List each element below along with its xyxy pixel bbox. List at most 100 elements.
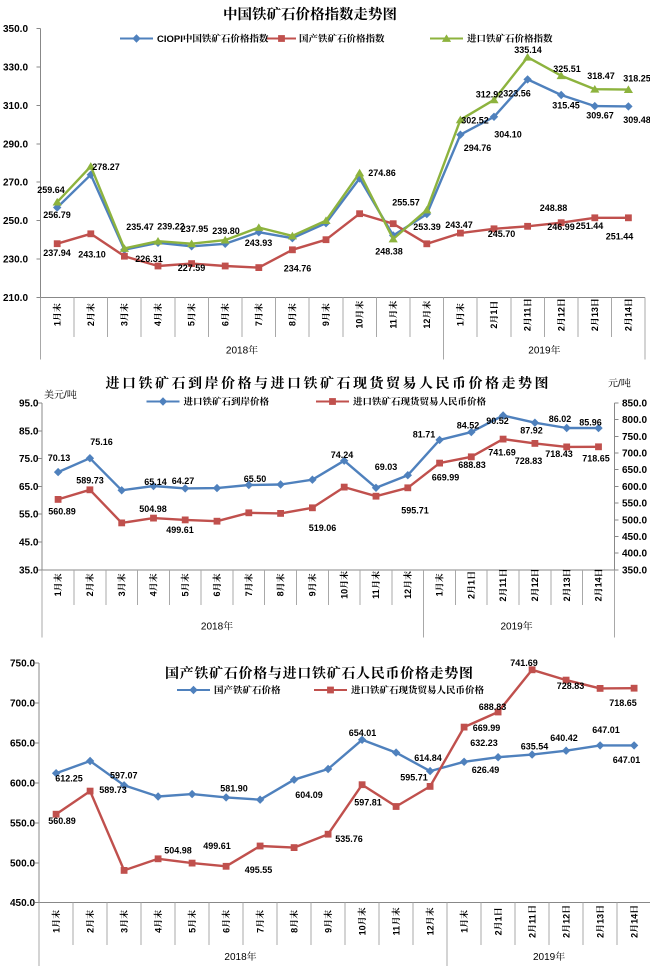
svg-text:85.0: 85.0 (19, 426, 39, 437)
svg-text:597.81: 597.81 (354, 798, 382, 808)
svg-text:589.73: 589.73 (76, 476, 104, 486)
svg-text:2: 2 (629, 933, 639, 938)
svg-text:500.0: 500.0 (10, 858, 35, 869)
svg-text:6: 6 (221, 928, 231, 933)
svg-text:3: 3 (120, 321, 130, 326)
svg-text:850.0: 850.0 (622, 399, 647, 410)
svg-text:8: 8 (289, 928, 299, 933)
svg-text:600.0: 600.0 (10, 778, 35, 789)
svg-text:350.0: 350.0 (3, 24, 28, 35)
svg-text:560.89: 560.89 (48, 507, 76, 517)
svg-text:81.71: 81.71 (413, 430, 436, 440)
svg-text:2: 2 (594, 596, 604, 601)
svg-text:669.99: 669.99 (432, 473, 460, 483)
svg-text:614.84: 614.84 (414, 753, 442, 763)
svg-text:1: 1 (466, 580, 476, 585)
svg-text:718.65: 718.65 (582, 454, 610, 464)
svg-text:2019: 2019 (528, 346, 551, 357)
svg-text:237.95: 237.95 (181, 224, 209, 234)
svg-text:323.56: 323.56 (503, 89, 531, 99)
svg-text:500.0: 500.0 (622, 515, 647, 526)
svg-text:12: 12 (561, 914, 571, 924)
svg-text:4: 4 (153, 928, 163, 933)
svg-text:11: 11 (498, 578, 508, 588)
svg-text:87.92: 87.92 (520, 426, 543, 436)
svg-text:70.13: 70.13 (48, 453, 71, 463)
svg-text:11: 11 (371, 589, 381, 599)
svg-text:243.93: 243.93 (245, 238, 273, 248)
svg-text:800.0: 800.0 (622, 415, 647, 426)
svg-text:1: 1 (489, 310, 499, 315)
svg-text:75.16: 75.16 (90, 437, 113, 447)
svg-text:718.43: 718.43 (545, 449, 573, 459)
svg-text:647.01: 647.01 (592, 725, 620, 735)
svg-text:595.71: 595.71 (400, 773, 428, 783)
svg-text:10: 10 (339, 589, 349, 599)
svg-text:450.0: 450.0 (622, 532, 647, 543)
svg-text:65.0: 65.0 (19, 482, 39, 493)
svg-text:255.57: 255.57 (392, 198, 420, 208)
svg-text:312.92: 312.92 (476, 90, 504, 100)
svg-text:304.10: 304.10 (494, 130, 522, 140)
svg-text:2: 2 (527, 933, 537, 938)
svg-text:12: 12 (530, 577, 540, 587)
svg-text:95.0: 95.0 (19, 399, 39, 410)
svg-text:13: 13 (595, 914, 605, 924)
svg-text:741.69: 741.69 (510, 658, 538, 668)
svg-text:5: 5 (187, 928, 197, 933)
svg-text:2: 2 (493, 930, 503, 935)
svg-text:55.0: 55.0 (19, 510, 39, 521)
svg-text:318.25: 318.25 (623, 74, 650, 84)
svg-text:243.10: 243.10 (78, 250, 106, 260)
svg-text:400.0: 400.0 (622, 549, 647, 560)
svg-text:230.0: 230.0 (3, 254, 28, 265)
svg-text:750.0: 750.0 (10, 659, 35, 670)
svg-text:310.0: 310.0 (3, 101, 28, 112)
svg-text:2: 2 (86, 321, 96, 326)
svg-text:14: 14 (624, 307, 634, 317)
svg-text:635.54: 635.54 (521, 742, 549, 752)
svg-text:248.88: 248.88 (540, 203, 568, 213)
svg-text:65.14: 65.14 (144, 477, 167, 487)
svg-text:13: 13 (590, 307, 600, 317)
svg-text:519.06: 519.06 (309, 523, 337, 533)
svg-text:248.38: 248.38 (375, 247, 403, 257)
svg-text:3: 3 (119, 928, 129, 933)
svg-text:69.03: 69.03 (375, 462, 398, 472)
svg-text:64.27: 64.27 (172, 476, 195, 486)
svg-text:235.47: 235.47 (126, 222, 154, 232)
svg-text:504.98: 504.98 (139, 504, 167, 514)
svg-text:330.0: 330.0 (3, 63, 28, 74)
svg-text:626.49: 626.49 (472, 765, 500, 775)
svg-text:253.39: 253.39 (413, 222, 441, 232)
svg-text:65.50: 65.50 (244, 474, 267, 484)
svg-text:309.67: 309.67 (586, 111, 614, 121)
svg-text:251.44: 251.44 (606, 232, 634, 242)
svg-text:4: 4 (153, 321, 163, 326)
svg-text:2: 2 (595, 933, 605, 938)
svg-text:12: 12 (403, 589, 413, 599)
svg-text:6: 6 (220, 321, 230, 326)
svg-text:245.70: 245.70 (488, 229, 516, 239)
svg-text:259.64: 259.64 (37, 185, 65, 195)
svg-text:2018: 2018 (201, 622, 224, 633)
svg-text:728.83: 728.83 (515, 456, 543, 466)
svg-text:84.52: 84.52 (457, 421, 480, 431)
svg-text:14: 14 (594, 577, 604, 587)
svg-text:278.27: 278.27 (92, 162, 120, 172)
svg-text:45.0: 45.0 (19, 538, 39, 549)
svg-text:2: 2 (530, 596, 540, 601)
svg-text:499.61: 499.61 (166, 525, 194, 535)
svg-text:302.52: 302.52 (461, 116, 489, 126)
svg-text:632.23: 632.23 (470, 738, 498, 748)
svg-text:595.71: 595.71 (401, 506, 429, 516)
svg-text:7: 7 (244, 591, 254, 596)
svg-text:86.02: 86.02 (549, 414, 572, 424)
svg-text:640.42: 640.42 (550, 733, 578, 743)
svg-text:251.44: 251.44 (576, 221, 604, 231)
svg-text:2018: 2018 (226, 346, 249, 357)
svg-text:1: 1 (459, 928, 469, 933)
svg-text:2: 2 (624, 326, 634, 331)
svg-text:650.0: 650.0 (622, 465, 647, 476)
svg-text:294.76: 294.76 (464, 143, 492, 153)
